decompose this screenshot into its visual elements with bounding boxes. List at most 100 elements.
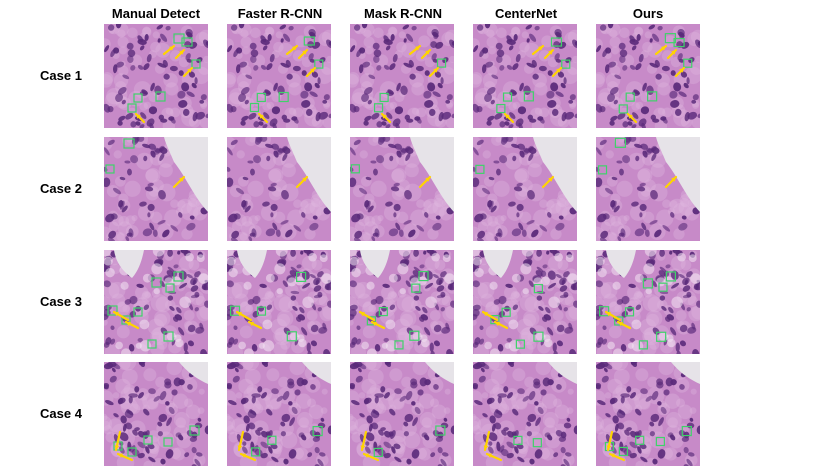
detection-box — [673, 37, 685, 48]
histology-image — [227, 137, 331, 241]
detection-box — [614, 316, 624, 326]
yellow-arrow-icon — [608, 452, 626, 462]
detection-box — [133, 307, 143, 317]
panel-case-2-faster-r-cnn — [227, 137, 331, 241]
histology-image — [473, 362, 577, 466]
detection-box — [286, 331, 297, 342]
detection-box — [533, 284, 543, 294]
yellow-arrow-icon — [297, 48, 309, 60]
yellow-arrow-icon — [666, 48, 678, 60]
yellow-arrow-icon — [237, 430, 245, 452]
panel-case-2-centernet — [473, 137, 577, 241]
histology-image — [104, 362, 208, 466]
detection-box — [107, 305, 118, 316]
yellow-arrow-icon — [247, 320, 263, 330]
yellow-arrow-icon — [503, 112, 515, 124]
detection-box — [373, 103, 384, 113]
histology-image — [596, 250, 700, 354]
yellow-arrow-icon — [358, 310, 376, 322]
histology-image — [104, 137, 208, 241]
yellow-arrow-icon — [418, 175, 432, 189]
yellow-arrow-icon — [616, 320, 632, 330]
histology-image — [596, 362, 700, 466]
detection-box — [379, 92, 389, 103]
yellow-arrow-icon — [172, 175, 186, 189]
detection-box — [173, 271, 184, 282]
detection-box — [133, 93, 143, 103]
yellow-arrow-icon — [428, 66, 440, 78]
panel-case-2-ours — [596, 137, 700, 241]
detection-box — [533, 331, 544, 342]
yellow-arrow-icon — [112, 310, 130, 322]
histology-image — [473, 137, 577, 241]
detection-box — [366, 316, 376, 326]
yellow-arrow-icon — [654, 44, 668, 56]
yellow-arrow-icon — [162, 44, 176, 56]
panel-case-3-centernet — [473, 250, 577, 354]
detection-box — [475, 164, 485, 174]
detection-box — [127, 447, 137, 457]
histology-image — [596, 24, 700, 128]
yellow-arrow-icon — [604, 310, 622, 322]
column-header-mask-rcnn: Mask R-CNN — [363, 6, 442, 21]
panel-case-1-centernet — [473, 24, 577, 128]
detection-box — [665, 271, 676, 282]
yellow-arrow-icon — [541, 175, 555, 189]
histology-image — [350, 250, 454, 354]
row-label-case-1: Case 1 — [40, 68, 82, 83]
yellow-arrow-icon — [124, 320, 140, 330]
detection-box — [267, 435, 277, 445]
row-label-case-2: Case 2 — [40, 181, 82, 196]
detection-box — [513, 435, 523, 445]
histology-image — [104, 24, 208, 128]
detection-box — [189, 425, 200, 436]
detection-box — [490, 315, 500, 325]
detection-box — [515, 339, 525, 349]
panel-case-4-ours — [596, 362, 700, 466]
detection-box — [638, 340, 648, 350]
yellow-arrow-icon — [481, 310, 499, 322]
detection-box — [550, 37, 563, 47]
histology-image — [227, 362, 331, 466]
detection-box — [378, 307, 388, 317]
detection-box — [642, 278, 654, 289]
detection-box — [435, 425, 446, 436]
column-header-centernet: CenterNet — [494, 6, 558, 21]
detection-box — [614, 137, 626, 148]
detection-box — [147, 339, 157, 349]
detection-box — [151, 277, 162, 288]
panel-case-4-faster-r-cnn — [227, 362, 331, 466]
yellow-arrow-icon — [370, 320, 386, 330]
detection-box — [647, 91, 658, 102]
panel-case-3-faster-r-cnn — [227, 250, 331, 354]
yellow-arrow-icon — [493, 320, 509, 330]
yellow-arrow-icon — [362, 452, 380, 462]
detection-box — [523, 91, 534, 102]
detection-box — [496, 103, 506, 114]
panel-case-4-mask-r-cnn — [350, 362, 454, 466]
detection-box — [373, 447, 383, 458]
detection-box — [143, 435, 153, 445]
detection-box — [256, 92, 266, 103]
yellow-arrow-icon — [408, 44, 422, 56]
panel-case-3-mask-r-cnn — [350, 250, 454, 354]
detection-box — [312, 425, 323, 437]
detection-box — [502, 92, 513, 102]
detection-box — [296, 271, 307, 283]
yellow-arrow-icon — [114, 430, 122, 452]
detection-box — [418, 270, 429, 282]
yellow-arrow-icon — [674, 66, 686, 78]
detection-box — [532, 438, 542, 448]
detection-box — [155, 91, 166, 102]
detection-box — [597, 165, 608, 175]
detection-box — [251, 447, 261, 457]
yellow-arrow-icon — [305, 66, 317, 78]
panel-case-3-manual-detect — [104, 250, 208, 354]
yellow-arrow-icon — [116, 452, 134, 462]
yellow-arrow-icon — [551, 66, 563, 78]
yellow-arrow-icon — [257, 112, 269, 124]
detection-box — [411, 283, 421, 293]
detection-box — [278, 91, 289, 103]
histology-image — [350, 362, 454, 466]
